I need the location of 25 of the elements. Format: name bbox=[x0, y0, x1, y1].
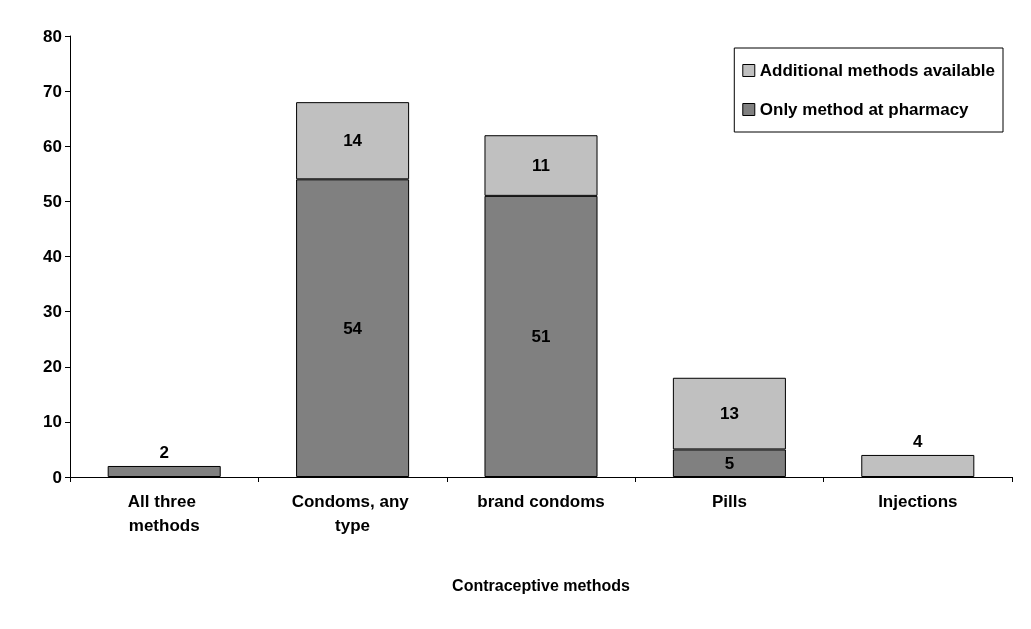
y-tick-label: 60 bbox=[43, 136, 62, 156]
data-label: 13 bbox=[719, 404, 739, 424]
legend-label: Additional methods available bbox=[759, 61, 996, 80]
legend-label: Only method at pharmacy bbox=[759, 100, 970, 119]
y-tick-label: 80 bbox=[43, 26, 62, 46]
y-tick-label: 20 bbox=[43, 357, 62, 377]
y-tick-label: 30 bbox=[43, 302, 62, 322]
data-label: 4 bbox=[913, 431, 924, 451]
x-axis-title: Contraceptive methods bbox=[452, 576, 631, 594]
data-label: 51 bbox=[531, 326, 551, 346]
y-tick-label: 70 bbox=[43, 81, 62, 101]
data-label: 14 bbox=[343, 131, 363, 151]
y-tick-label: 40 bbox=[43, 247, 62, 266]
data-label: 5 bbox=[724, 453, 735, 473]
y-tick-label: 10 bbox=[43, 412, 62, 432]
x-tick-label: brand condoms bbox=[477, 491, 605, 511]
y-tick-label: 50 bbox=[43, 191, 62, 211]
data-label: 2 bbox=[159, 442, 169, 462]
data-label: 11 bbox=[532, 156, 550, 176]
y-tick-label: 0 bbox=[52, 467, 62, 487]
x-tick-label: All three methods bbox=[127, 491, 201, 535]
x-tick-label: Pills bbox=[711, 491, 747, 511]
data-label: 54 bbox=[343, 318, 363, 338]
x-tick-label: Injections bbox=[878, 491, 958, 511]
x-tick-label: Condoms, any type bbox=[291, 491, 414, 535]
